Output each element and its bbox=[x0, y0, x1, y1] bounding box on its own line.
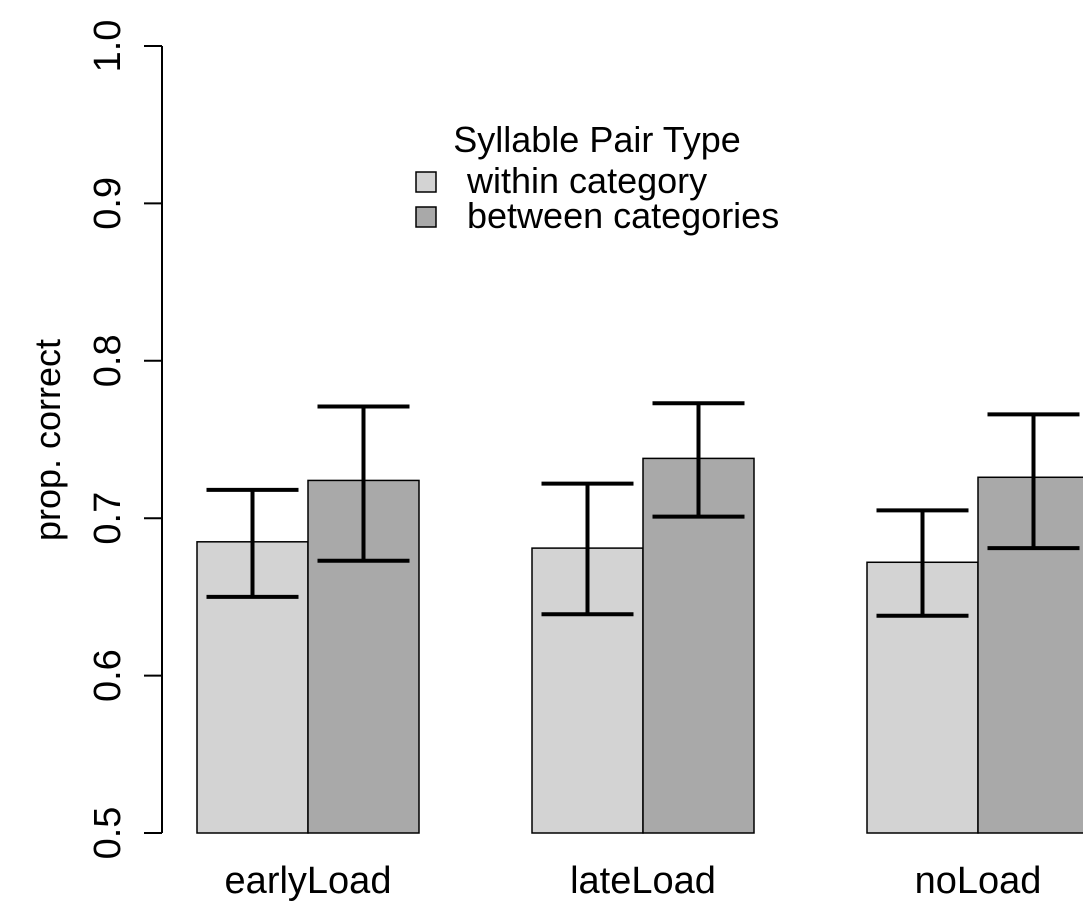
x-tick-label-earlyLoad: earlyLoad bbox=[225, 860, 392, 902]
x-tick-label-noLoad: noLoad bbox=[915, 860, 1042, 902]
bar-noLoad-between bbox=[977, 476, 1083, 834]
y-axis: 0.5 0.6 0.7 0.8 0.9 1.0 bbox=[87, 20, 163, 860]
y-tick-label: 0.8 bbox=[87, 334, 129, 387]
legend-swatch-between bbox=[415, 206, 437, 228]
y-tick-label: 0.6 bbox=[87, 649, 129, 702]
bar-lateLoad-between bbox=[642, 457, 755, 834]
legend-swatch-within bbox=[415, 171, 437, 193]
y-tick-label: 0.7 bbox=[87, 492, 129, 545]
bars-layer bbox=[196, 457, 1083, 834]
legend-label-within: within category bbox=[466, 160, 707, 201]
y-axis-label: prop. correct bbox=[27, 339, 68, 541]
legend-title: Syllable Pair Type bbox=[453, 119, 741, 160]
legend-label-between: between categories bbox=[467, 195, 779, 236]
y-tick-label: 0.5 bbox=[87, 807, 129, 860]
x-tick-label-lateLoad: lateLoad bbox=[570, 860, 716, 902]
error-bars-layer bbox=[206, 401, 1080, 618]
y-tick-label: 1.0 bbox=[87, 20, 129, 73]
x-axis-labels: earlyLoad lateLoad noLoad bbox=[225, 860, 1042, 902]
legend: Syllable Pair Type within categorybetwee… bbox=[415, 119, 779, 236]
y-tick-label: 0.9 bbox=[87, 177, 129, 230]
